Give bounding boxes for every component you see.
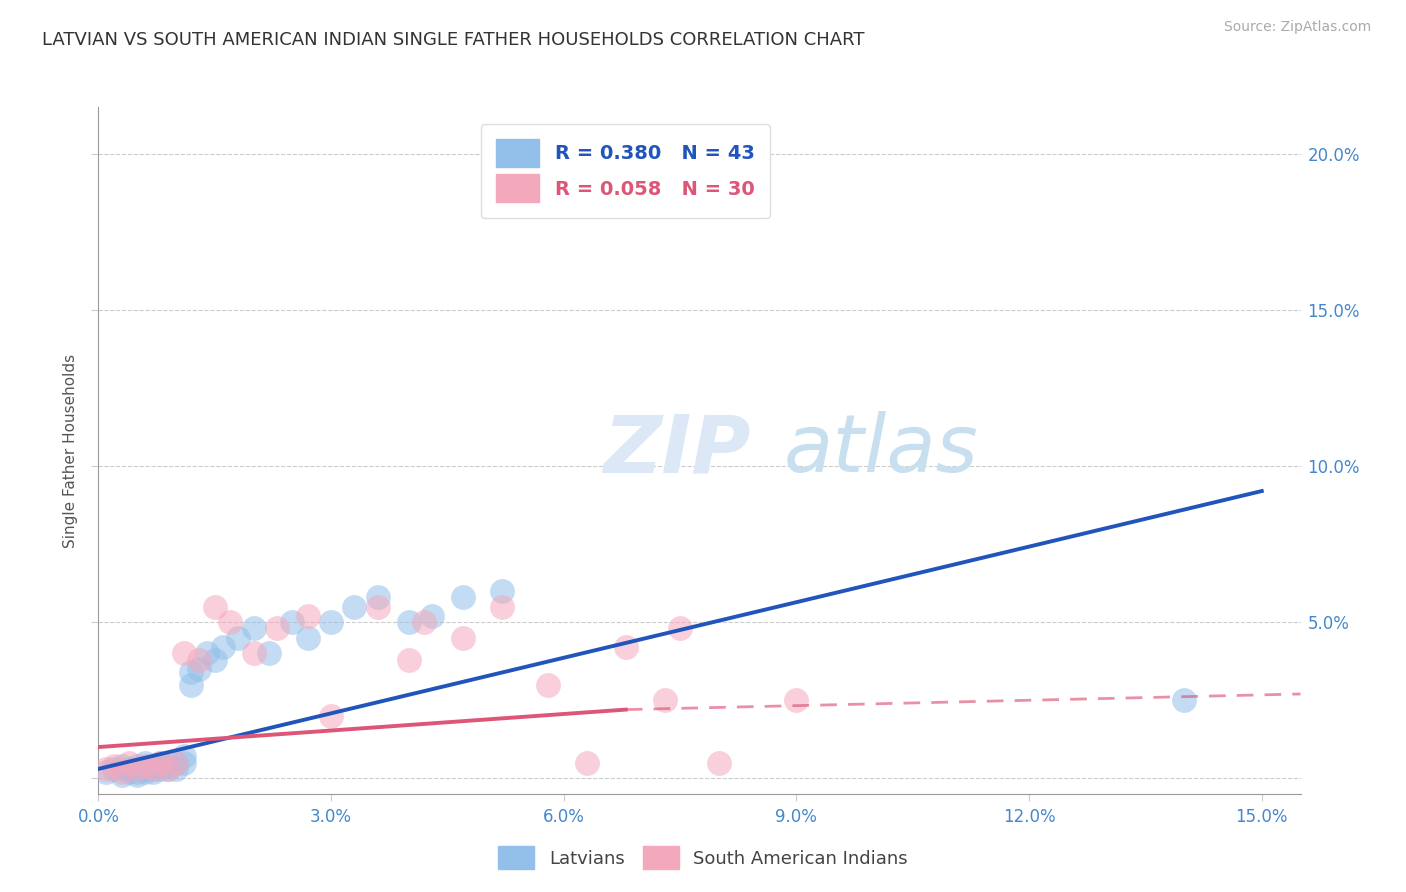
Point: [142, 764, 165, 780]
Text: LATVIAN VS SOUTH AMERICAN INDIAN SINGLE FATHER HOUSEHOLDS CORRELATION CHART: LATVIAN VS SOUTH AMERICAN INDIAN SINGLE …: [42, 31, 865, 49]
Point: [103, 758, 125, 772]
Point: [343, 599, 366, 614]
Point: [127, 768, 149, 782]
Point: [157, 758, 180, 772]
Point: [173, 749, 195, 764]
Point: [420, 608, 443, 623]
Point: [142, 758, 165, 772]
Point: [173, 756, 195, 770]
Point: [297, 631, 319, 645]
Point: [297, 608, 319, 623]
Point: [118, 764, 141, 780]
Point: [367, 591, 389, 605]
Point: [785, 693, 807, 707]
Point: [413, 615, 436, 630]
Point: [149, 762, 172, 776]
Point: [707, 756, 730, 770]
Point: [165, 762, 187, 776]
Point: [1173, 693, 1195, 707]
Point: [149, 758, 172, 772]
Point: [195, 646, 218, 660]
Point: [149, 756, 172, 770]
Point: [180, 665, 202, 680]
Point: [165, 756, 187, 770]
Point: [149, 756, 172, 770]
Point: [165, 756, 187, 770]
Point: [266, 621, 288, 635]
Point: [180, 678, 202, 692]
Point: [451, 591, 474, 605]
Point: [127, 758, 149, 772]
Legend: R = 0.380   N = 43, R = 0.058   N = 30: R = 0.380 N = 43, R = 0.058 N = 30: [481, 124, 770, 218]
Point: [111, 764, 134, 780]
Legend: Latvians, South American Indians: Latvians, South American Indians: [489, 838, 917, 879]
Point: [491, 583, 513, 598]
Point: [257, 646, 280, 660]
Point: [537, 678, 560, 692]
Text: Source: ZipAtlas.com: Source: ZipAtlas.com: [1223, 20, 1371, 34]
Point: [398, 653, 420, 667]
Y-axis label: Single Father Households: Single Father Households: [63, 353, 79, 548]
Point: [614, 640, 637, 655]
Point: [219, 615, 242, 630]
Point: [134, 762, 156, 776]
Point: [204, 653, 226, 667]
Point: [242, 646, 264, 660]
Point: [188, 653, 211, 667]
Point: [654, 693, 676, 707]
Point: [118, 762, 141, 776]
Point: [576, 756, 599, 770]
Point: [118, 756, 141, 770]
Point: [96, 762, 118, 776]
Point: [134, 764, 156, 780]
Point: [204, 599, 226, 614]
Point: [242, 621, 264, 635]
Point: [134, 758, 156, 772]
Point: [157, 762, 180, 776]
Point: [281, 615, 304, 630]
Point: [319, 615, 342, 630]
Point: [173, 646, 195, 660]
Point: [127, 762, 149, 776]
Text: ZIP: ZIP: [603, 411, 751, 490]
Point: [127, 764, 149, 780]
Point: [211, 640, 233, 655]
Point: [367, 599, 389, 614]
Point: [226, 631, 249, 645]
Point: [451, 631, 474, 645]
Point: [669, 621, 692, 635]
Point: [111, 768, 134, 782]
Point: [142, 762, 165, 776]
Point: [319, 708, 342, 723]
Point: [134, 756, 156, 770]
Point: [103, 762, 125, 776]
Point: [398, 615, 420, 630]
Point: [96, 764, 118, 780]
Text: atlas: atlas: [783, 411, 979, 490]
Point: [111, 758, 134, 772]
Point: [491, 599, 513, 614]
Point: [188, 662, 211, 676]
Point: [157, 762, 180, 776]
Point: [142, 762, 165, 776]
